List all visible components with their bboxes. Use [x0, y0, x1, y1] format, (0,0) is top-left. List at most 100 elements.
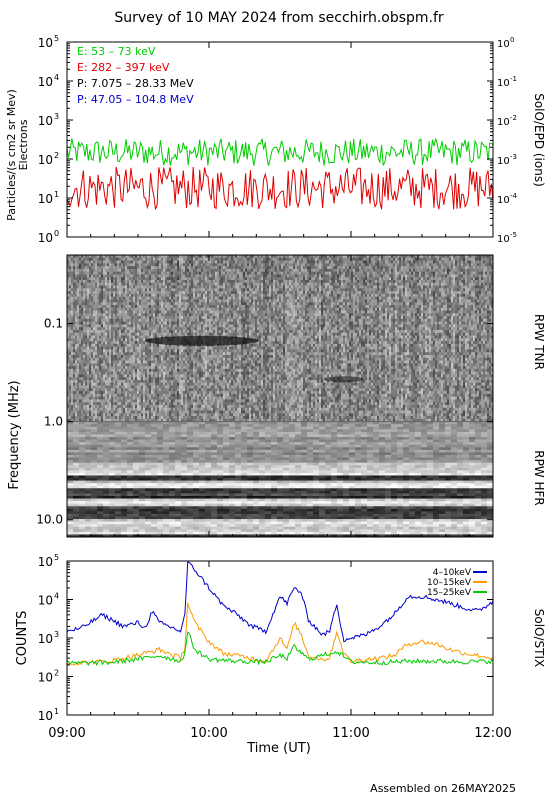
tnr-pixel: [101, 382, 104, 386]
tnr-pixel: [81, 310, 84, 314]
tnr-pixel: [127, 338, 130, 342]
tnr-pixel: [211, 271, 214, 275]
tnr-pixel: [173, 310, 176, 314]
tnr-pixel: [81, 391, 84, 395]
tnr-pixel: [75, 316, 78, 320]
tnr-pixel: [129, 327, 132, 331]
tnr-pixel: [205, 321, 208, 325]
tnr-pixel: [205, 296, 208, 300]
tnr-pixel: [171, 404, 174, 409]
tnr-pixel: [117, 329, 120, 334]
tnr-pixel: [131, 324, 134, 328]
tnr-pixel: [69, 366, 72, 370]
tnr-pixel: [103, 304, 106, 309]
tnr-pixel: [77, 382, 80, 386]
tnr-pixel: [75, 274, 78, 278]
tnr-pixel: [69, 282, 72, 286]
tnr-pixel: [213, 266, 216, 270]
tnr-pixel: [151, 271, 154, 275]
tnr-pixel: [189, 399, 192, 403]
tnr-pixel: [221, 274, 224, 278]
tnr-pixel: [205, 368, 208, 372]
tnr-pixel: [221, 379, 224, 384]
tnr-pixel: [181, 321, 184, 325]
tnr-pixel: [151, 396, 154, 400]
tnr-pixel: [69, 360, 72, 364]
tnr-pixel: [95, 263, 98, 267]
tnr-pixel: [169, 268, 172, 272]
tnr-pixel: [147, 304, 150, 309]
tnr-pixel: [135, 377, 138, 381]
tnr-pixel: [89, 402, 92, 406]
tnr-pixel: [81, 255, 84, 259]
tnr-pixel: [101, 402, 104, 406]
tnr-pixel: [167, 382, 170, 386]
tnr-pixel: [149, 363, 152, 367]
tnr-pixel: [97, 360, 100, 364]
tnr-pixel: [77, 304, 80, 309]
tnr-pixel: [69, 307, 72, 311]
tnr-pixel: [153, 413, 156, 417]
tnr-pixel: [125, 282, 128, 286]
tnr-pixel: [179, 385, 182, 389]
tnr-pixel: [179, 329, 182, 334]
tnr-pixel: [201, 324, 204, 328]
tnr-pixel: [151, 277, 154, 281]
tnr-pixel: [147, 396, 150, 400]
tnr-pixel: [207, 288, 210, 292]
tnr-pixel: [219, 307, 222, 311]
tnr-pixel: [135, 299, 138, 303]
tnr-pixel: [207, 357, 210, 361]
tnr-pixel: [113, 299, 116, 303]
tnr-pixel: [199, 360, 202, 364]
tnr-pixel: [99, 352, 102, 356]
tnr-pixel: [221, 266, 224, 270]
tnr-pixel: [119, 354, 122, 359]
tnr-pixel: [173, 391, 176, 395]
tnr-pixel: [127, 316, 130, 320]
tnr-pixel: [211, 291, 214, 295]
tnr-pixel: [211, 304, 214, 309]
tnr-pixel: [205, 288, 208, 292]
tnr-pixel: [165, 363, 168, 367]
tnr-pixel: [85, 393, 88, 397]
tnr-pixel: [103, 396, 106, 400]
tnr-pixel: [93, 288, 96, 292]
tnr-pixel: [109, 366, 112, 370]
tnr-pixel: [91, 391, 94, 395]
tnr-pixel: [167, 413, 170, 417]
tnr-pixel: [95, 366, 98, 370]
tnr-pixel: [133, 282, 136, 286]
tnr-pixel: [131, 396, 134, 400]
tnr-pixel: [141, 352, 144, 356]
tnr-pixel: [107, 391, 110, 395]
tnr-pixel: [223, 263, 226, 267]
tnr-pixel: [145, 288, 148, 292]
tnr-pixel: [225, 277, 228, 281]
tnr-pixel: [105, 282, 108, 286]
tnr-pixel: [165, 255, 168, 259]
tnr-pixel: [95, 291, 98, 295]
tnr-pixel: [189, 310, 192, 314]
tnr-pixel: [91, 341, 94, 345]
tnr-pixel: [119, 343, 122, 347]
tnr-pixel: [115, 396, 118, 400]
tnr-pixel: [151, 335, 154, 339]
tnr-pixel: [199, 313, 202, 317]
tnr-pixel: [125, 255, 128, 259]
tnr-pixel: [119, 302, 122, 306]
tnr-pixel: [153, 388, 156, 392]
tnr-pixel: [119, 288, 122, 292]
tnr-pixel: [199, 280, 202, 284]
tnr-pixel: [111, 393, 114, 397]
tnr-pixel: [147, 260, 150, 264]
tnr-pixel: [99, 321, 102, 325]
tnr-pixel: [111, 402, 114, 406]
tnr-pixel: [207, 402, 210, 406]
tnr-pixel: [125, 388, 128, 392]
tnr-pixel: [139, 391, 142, 395]
tnr-pixel: [67, 316, 70, 320]
tnr-pixel: [173, 385, 176, 389]
tnr-pixel: [145, 313, 148, 317]
